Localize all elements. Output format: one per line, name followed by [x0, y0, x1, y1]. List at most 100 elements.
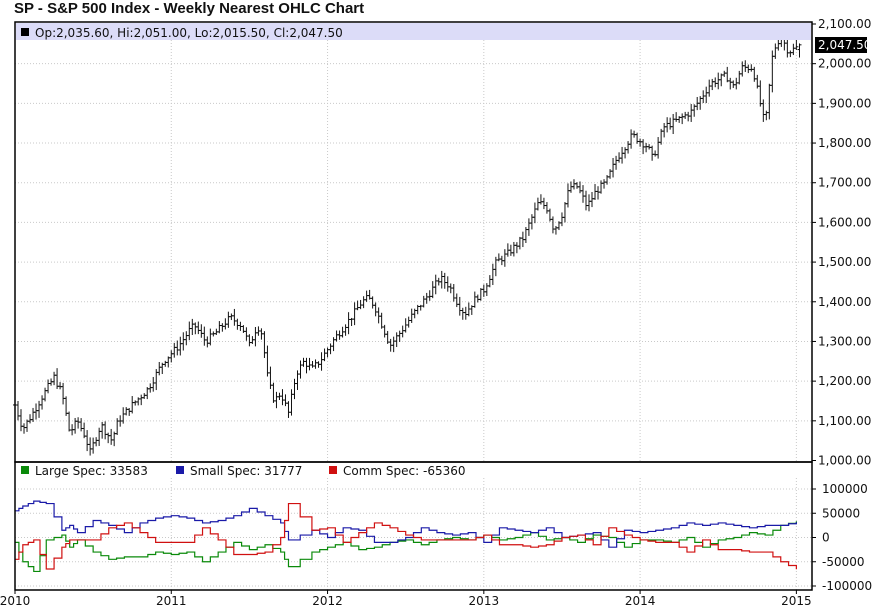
ohlc-bar	[433, 274, 438, 295]
price-y-tick-label: 1,200.00	[818, 374, 871, 388]
ohlc-bar	[196, 321, 201, 335]
price-grid	[15, 40, 812, 462]
ohlc-bar	[43, 387, 48, 402]
price-y-tick-label: 1,300.00	[818, 334, 871, 348]
cot-y-tick-label: 50000	[822, 506, 860, 520]
ohlc-bar	[475, 294, 480, 303]
x-tick-label: 2015	[781, 594, 812, 608]
ohlc-bar	[574, 182, 579, 189]
ohlc-bar	[184, 331, 189, 346]
ohlc-bar	[454, 293, 459, 308]
x-tick-label: 2013	[469, 594, 500, 608]
x-axis: 2010 2011 2012 2013 2014 2015	[0, 590, 812, 608]
ohlc-bar	[163, 360, 168, 367]
ohlc-bar	[623, 147, 628, 159]
ohlc-bar	[121, 407, 126, 424]
ohlc-bar	[671, 113, 676, 135]
ohlc-bar	[602, 179, 607, 189]
ohlc-bar	[580, 185, 585, 203]
ohlc-bar	[535, 197, 540, 211]
ohlc-bar	[638, 138, 643, 147]
ohlc-bar	[559, 212, 564, 227]
ohlc-bar	[232, 308, 237, 326]
cot-y-tick-label: 0	[822, 531, 830, 545]
ohlc-bar	[587, 194, 592, 212]
ohlc-bar	[725, 66, 730, 83]
x-tick-label: 2011	[156, 594, 187, 608]
ohlc-bar	[608, 169, 613, 179]
ohlc-bar	[319, 352, 324, 371]
ohlc-bar	[151, 376, 156, 392]
cot-panel-frame	[14, 461, 813, 591]
ohlc-bar	[307, 357, 312, 371]
ohlc-bar	[544, 202, 549, 214]
ohlc-bar	[758, 80, 763, 107]
ohlc-bar	[577, 181, 582, 194]
comm-spec-legend: Comm Spec: -65360	[343, 464, 466, 478]
ohlc-bar	[445, 276, 450, 292]
ohlc-bar	[220, 323, 225, 332]
ohlc-bar	[487, 275, 492, 288]
ohlc-bar	[728, 77, 733, 90]
ohlc-bar	[460, 307, 465, 320]
ohlc-bar	[424, 292, 429, 304]
ohlc-bar	[358, 299, 363, 310]
price-bars	[13, 31, 802, 456]
ohlc-bar	[439, 270, 444, 289]
ohlc-bar	[190, 318, 195, 336]
ohlc-bar	[208, 328, 213, 346]
ohlc-bar	[496, 253, 501, 262]
ohlc-bar	[749, 64, 754, 72]
ohlc-bar	[508, 244, 513, 256]
ohlc-bar	[94, 437, 99, 447]
price-y-tick-label: 1,500.00	[818, 255, 871, 269]
ohlc-bar	[34, 403, 39, 420]
ohlc-bar	[538, 194, 543, 205]
ohlc-bar	[328, 343, 333, 355]
ohlc-bar	[442, 272, 447, 289]
ohlc-bar	[737, 70, 742, 85]
ohlc-bar	[37, 400, 42, 418]
ohlc-bar	[67, 411, 72, 432]
ohlc-bar	[205, 336, 210, 348]
ohlc-bar	[514, 242, 519, 254]
price-y-tick-label: 1,700.00	[818, 176, 871, 190]
ohlc-bar	[88, 437, 93, 456]
price-y-tick-label: 1,400.00	[818, 295, 871, 309]
ohlc-bar	[289, 389, 294, 416]
ohlc-bar	[178, 336, 183, 356]
ohlc-bar	[325, 347, 330, 358]
large-spec-swatch	[21, 466, 29, 474]
ohlc-bar	[343, 324, 348, 336]
ohlc-bar	[529, 214, 534, 230]
ohlc-bar	[202, 326, 207, 346]
ohlc-bar	[85, 430, 90, 452]
ohlc-bar	[295, 370, 300, 390]
ohlc-bar	[614, 155, 619, 170]
price-y-tick-label: 2,100.00	[818, 17, 871, 31]
ohlc-bar	[379, 312, 384, 329]
ohlc-bar	[373, 302, 378, 317]
ohlc-bar	[397, 330, 402, 342]
ohlc-bar	[713, 77, 718, 88]
large-spec-legend: Large Spec: 33583	[35, 464, 148, 478]
ohlc-bar	[157, 361, 162, 376]
ohlc-bar	[262, 331, 267, 358]
ohlc-bar	[304, 357, 309, 374]
ohlc-bar	[52, 371, 57, 386]
comm-spec-line	[15, 502, 797, 570]
ohlc-bar	[139, 394, 144, 406]
ohlc-bar	[553, 225, 558, 235]
ohlc-bar	[430, 281, 435, 299]
ohlc-bar	[791, 43, 796, 56]
ohlc-bar	[716, 72, 721, 90]
x-tick-label: 2014	[625, 594, 656, 608]
ohlc-bar	[517, 236, 522, 250]
ohlc-bar	[668, 117, 673, 130]
ohlc-bar	[746, 64, 751, 74]
ohlc-bar	[19, 409, 24, 432]
ohlc-bar	[794, 39, 799, 50]
ohlc-bar	[478, 288, 483, 301]
comm-spec-swatch	[329, 466, 337, 474]
